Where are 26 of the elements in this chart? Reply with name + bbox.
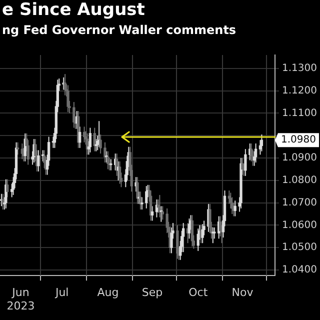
y-tick-label: 1.1200 [282, 85, 318, 96]
y-tick-label: 1.0700 [282, 197, 318, 208]
candlestick [88, 127, 92, 153]
chart-subtitle: ng Fed Governor Waller comments [2, 23, 236, 37]
x-tick-label: Aug [97, 286, 119, 300]
candlestick [6, 178, 9, 198]
candlestick [190, 214, 194, 247]
chart-title: e Since August [2, 0, 145, 20]
x-tick-label: Jul [54, 286, 69, 300]
y-tick-label: 1.1300 [282, 63, 318, 74]
x-tick-label: Nov [232, 286, 254, 300]
candlestick [260, 134, 264, 152]
y-tick-label: 1.0400 [282, 264, 318, 276]
y-tick-label: 1.0800 [282, 175, 318, 186]
x-tick-label: Sep [142, 286, 163, 300]
y-tick-label: 1.1100 [282, 108, 318, 119]
candlestick [78, 126, 82, 148]
x-tick-label: Jun 2023 [6, 286, 35, 312]
y-tick-label: 1.0500 [282, 242, 318, 254]
candlestick [182, 222, 185, 253]
text: 1.0980 [281, 134, 316, 146]
candlestick [213, 226, 216, 240]
x-tick-label: Oct [188, 286, 208, 300]
y-tick-label: 1.0900 [282, 152, 318, 164]
y-tick-label: 1.0600 [282, 220, 318, 231]
candlestick [93, 127, 96, 152]
